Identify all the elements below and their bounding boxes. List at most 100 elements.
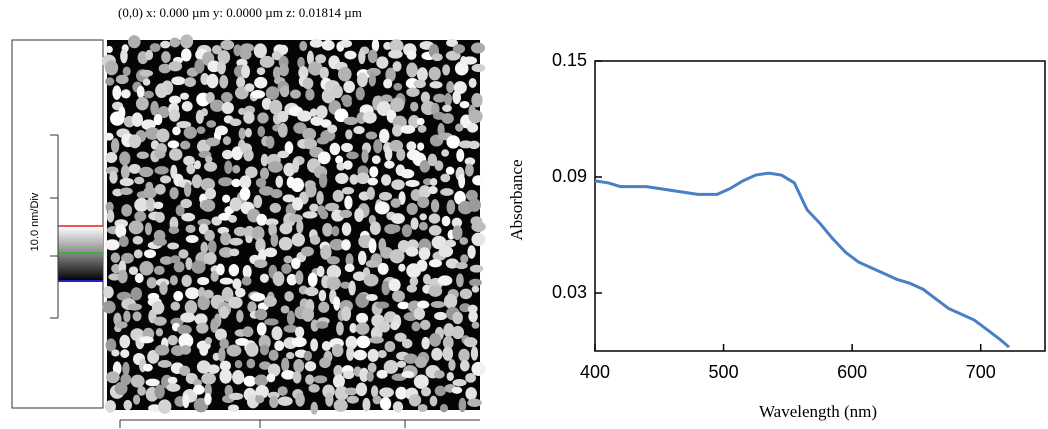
grain (332, 374, 345, 389)
grain (297, 56, 305, 69)
grain (180, 312, 196, 323)
grain (300, 246, 314, 257)
grain (344, 195, 353, 210)
grain (376, 101, 391, 116)
grain (139, 261, 154, 276)
plot-frame (594, 60, 1046, 352)
y-axis-label: Absorbance (507, 159, 526, 240)
grain (353, 349, 367, 361)
grain (305, 183, 317, 198)
grain (104, 400, 116, 413)
grain (185, 235, 199, 244)
grain (468, 78, 477, 88)
grain (159, 256, 174, 265)
grain (185, 287, 200, 300)
grain (264, 247, 278, 258)
grain (183, 155, 195, 166)
grain (467, 122, 479, 133)
grain (295, 270, 304, 285)
grain (465, 387, 477, 401)
grain (307, 272, 318, 288)
grain (153, 237, 167, 247)
grain (361, 148, 369, 164)
grain (341, 306, 352, 322)
grain (131, 112, 143, 127)
grain (207, 240, 217, 254)
grain (146, 197, 156, 212)
grain (242, 326, 254, 338)
grain (318, 301, 330, 313)
grain (429, 333, 442, 347)
grain (464, 157, 476, 166)
grain (214, 328, 227, 341)
grain (451, 386, 463, 394)
grain (444, 239, 457, 248)
grain (303, 138, 318, 150)
grain (136, 85, 145, 99)
grain (443, 293, 458, 309)
grain (354, 208, 364, 222)
grain (207, 364, 220, 374)
grain (455, 123, 464, 132)
grain (416, 117, 425, 126)
grain (297, 110, 312, 122)
grain (243, 225, 256, 240)
grain (219, 338, 229, 349)
grain (417, 404, 428, 413)
grain (104, 60, 119, 76)
grain (183, 182, 192, 197)
grain (130, 374, 145, 388)
grain (302, 77, 314, 90)
grain (369, 336, 384, 344)
grain (366, 294, 378, 302)
grain (134, 273, 144, 284)
grain (343, 116, 359, 126)
grain (275, 175, 284, 188)
grain (286, 310, 296, 326)
grain (465, 189, 478, 202)
grain (385, 67, 396, 82)
grain (392, 290, 405, 303)
grain (283, 162, 296, 177)
grain (112, 85, 122, 100)
grain (231, 178, 241, 188)
grain (339, 209, 353, 219)
grain (405, 246, 419, 257)
grain (459, 100, 470, 109)
grain (260, 153, 269, 167)
grain (122, 66, 131, 76)
grain (471, 221, 486, 233)
grain (135, 96, 149, 111)
grain (356, 312, 369, 324)
grain (294, 326, 305, 338)
grain (224, 160, 233, 174)
grain (390, 320, 400, 331)
grain (349, 174, 359, 185)
grain (120, 349, 130, 358)
grain (265, 86, 280, 100)
grain (456, 148, 465, 162)
grain (286, 273, 298, 286)
grain (400, 124, 416, 134)
grain (170, 301, 181, 311)
grain (384, 340, 396, 353)
grain (167, 242, 180, 250)
scale-ruler (50, 134, 59, 319)
grain (231, 146, 243, 161)
grain (229, 248, 240, 257)
grain (467, 304, 478, 314)
grain (401, 338, 413, 349)
grain (343, 370, 355, 380)
x-tick-label: 700 (966, 362, 996, 382)
grain (367, 177, 379, 186)
chart: Absorbance Wavelength (nm) 0.03 0.09 0.15 4… (507, 50, 1046, 421)
grain (193, 384, 205, 395)
grain (454, 61, 469, 76)
grain (255, 177, 267, 188)
grain (220, 91, 233, 103)
grain (281, 357, 290, 372)
grain (145, 378, 160, 387)
grain (132, 311, 142, 322)
grain (305, 88, 315, 101)
grain (283, 324, 298, 333)
